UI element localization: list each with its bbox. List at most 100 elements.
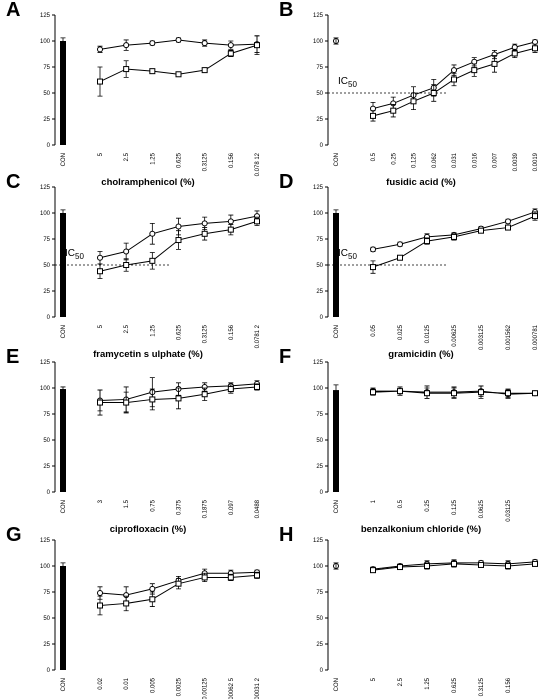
circle-marker [451, 67, 457, 74]
x-tick-label: 2.5 [398, 677, 404, 686]
x-tick-label: 0.007 [493, 152, 499, 168]
square-marker [97, 268, 103, 275]
error-bar [60, 37, 66, 45]
x-tick-label: 0.0125 [425, 324, 431, 343]
square-marker [201, 391, 208, 398]
y-tick-label: 75 [316, 412, 323, 418]
error-bar [60, 562, 66, 570]
control-label: CON [61, 325, 67, 338]
y-tick-label: 50 [43, 438, 50, 444]
circle-marker [201, 40, 208, 47]
square-marker [532, 45, 538, 52]
control-bar [333, 390, 339, 492]
circle-marker [149, 40, 156, 47]
x-tick-label: 0.3125 [479, 677, 485, 696]
x-tick-label: 0.001562 [506, 324, 512, 350]
square-marker [175, 580, 182, 587]
x-tick-label: 1.25 [150, 324, 156, 336]
y-tick-label: 25 [316, 642, 323, 648]
y-tick-label: 0 [47, 143, 51, 149]
square-marker [505, 224, 511, 231]
square-marker [505, 563, 511, 569]
x-tick-label: 0.000781 [533, 324, 539, 350]
y-tick-label: 125 [313, 360, 324, 366]
square-marker [123, 600, 130, 607]
ic-subscript: 50 [75, 252, 84, 261]
y-tick-label: 125 [40, 360, 51, 366]
control-label: CON [61, 500, 67, 513]
square-marker [397, 564, 403, 571]
square-marker [254, 383, 260, 390]
y-tick-label: 0 [320, 143, 324, 149]
x-tick-label: 0.05 [371, 324, 377, 336]
y-tick-label: 25 [43, 642, 50, 648]
control-label: CON [334, 153, 340, 166]
circle-marker [97, 46, 103, 53]
panel-letter: F [279, 346, 291, 368]
ic-label: IC50 [338, 76, 357, 89]
square-marker [149, 257, 156, 264]
square-marker [97, 78, 103, 85]
x-tick-label: 0.01 [124, 677, 130, 689]
square-marker [397, 254, 403, 261]
ic-text: IC [65, 248, 75, 259]
control-label: CON [334, 325, 340, 338]
panel-letter: H [279, 524, 293, 546]
square-marker [123, 66, 130, 73]
y-tick-label: 0 [47, 315, 51, 321]
square-marker [478, 561, 484, 568]
x-tick-label: 0.0488 [255, 499, 261, 518]
y-tick-label: 50 [43, 91, 50, 97]
x-tick-label: 0.016 [472, 152, 478, 168]
x-tick-label: 0.5 [371, 152, 377, 161]
x-tick-label: 1.5 [124, 499, 130, 508]
square-marker [390, 107, 397, 114]
x-axis-label: benzalkonium chloride (%) [361, 524, 481, 535]
y-tick-label: 0 [47, 490, 51, 496]
control-bar [60, 389, 66, 492]
square-marker [149, 396, 156, 403]
y-tick-label: 25 [43, 464, 50, 470]
square-marker [370, 112, 376, 119]
square-marker [505, 390, 511, 397]
x-tick-label: 0.025 [398, 324, 404, 340]
x-tick-label: 0.125 [412, 152, 418, 168]
x-tick-label: 0.156 [229, 324, 235, 340]
y-tick-label: 125 [40, 13, 51, 19]
x-axis-label: cholramphenicol (%) [101, 177, 194, 188]
y-tick-label: 100 [313, 564, 324, 570]
x-tick-label: 0.0625 [479, 499, 485, 518]
y-tick-label: 75 [316, 590, 323, 596]
square-marker [201, 67, 208, 74]
square-marker [424, 390, 430, 397]
square-marker [123, 262, 130, 268]
control-label: CON [61, 153, 67, 166]
x-tick-label: 0.097 [229, 499, 235, 515]
panel-letter: C [6, 171, 20, 193]
x-tick-label: 5 [98, 152, 104, 156]
y-tick-label: 100 [40, 386, 51, 392]
x-tick-label: 0.02 [98, 677, 104, 689]
x-axis-label: gramicidin (%) [388, 349, 453, 360]
square-marker [97, 399, 103, 406]
x-tick-label: 0.25 [391, 152, 397, 164]
square-marker [478, 389, 484, 396]
x-tick-label: 0.1875 [203, 499, 209, 518]
x-tick-label: 0.3125 [203, 324, 209, 343]
y-tick-label: 50 [316, 616, 323, 622]
x-tick-label: 0.0039 [513, 152, 519, 171]
y-tick-label: 100 [40, 211, 51, 217]
x-tick-label: 2.5 [124, 152, 130, 161]
panel-letter: B [279, 0, 293, 21]
x-tick-label: 0.00625 [452, 324, 458, 346]
x-tick-label: 1 [371, 499, 377, 503]
square-marker [254, 218, 260, 225]
square-marker [97, 602, 103, 609]
x-tick-label: 0.625 [452, 677, 458, 693]
y-tick-label: 0 [320, 490, 324, 496]
square-marker [471, 67, 478, 74]
circle-marker [149, 230, 156, 237]
x-axis-label: fusidic acid (%) [386, 177, 456, 188]
x-axis-label: framycetin s ulphate (%) [93, 349, 203, 360]
x-tick-label: 0.00062 5 [229, 677, 235, 699]
